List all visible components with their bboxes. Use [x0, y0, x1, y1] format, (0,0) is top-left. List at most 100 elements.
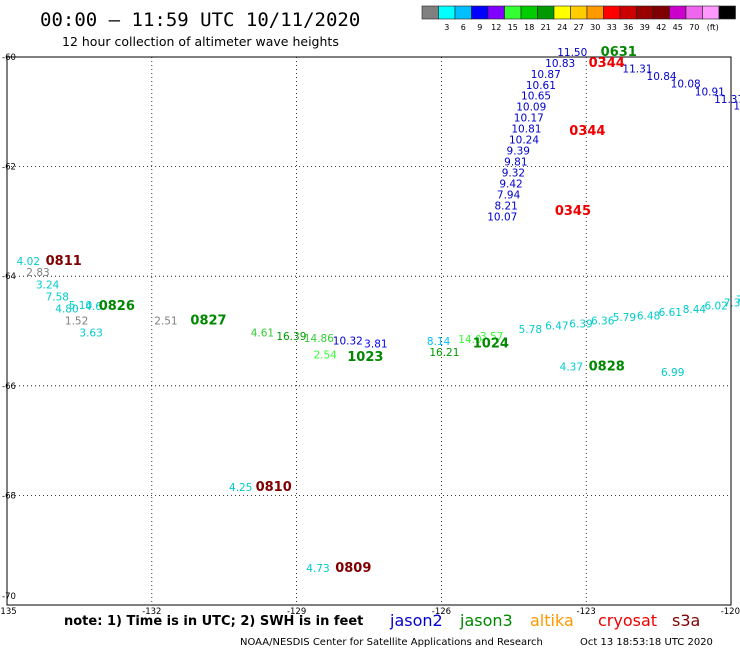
- time-label: 0344: [589, 56, 625, 71]
- time-label: 0811: [46, 254, 82, 269]
- swh-value: 9.81: [504, 157, 527, 169]
- swh-value: 5.78: [519, 324, 542, 336]
- satellite-legend: jason2 jason3 altika cryosat s3a: [389, 611, 700, 630]
- gridlines: [7, 57, 731, 605]
- color-swatch: [454, 5, 472, 20]
- legend-cryosat: cryosat: [598, 611, 657, 630]
- swh-value: 4.73: [306, 563, 329, 575]
- color-scale-label: 30: [590, 23, 600, 32]
- swh-value: 11.50: [557, 47, 587, 59]
- swh-value: 10.61: [526, 80, 556, 92]
- swh-value: 9.32: [502, 167, 525, 179]
- plot-area: -135 -132 -129 -126 -123 -120 -60 -62 -64 -66 -68…: [0, 45, 740, 617]
- swh-value: 7.94: [497, 189, 521, 201]
- swh-value: 6.99: [661, 367, 684, 379]
- swh-value: 10.09: [516, 102, 546, 114]
- color-swatch: [553, 5, 571, 20]
- color-swatch: [438, 5, 456, 20]
- color-scale-label: 27: [574, 23, 584, 32]
- swh-value: 5.79: [613, 312, 636, 324]
- color-swatch: [487, 5, 505, 20]
- x-tick-label: -120: [721, 607, 740, 617]
- color-scale-unit: (ft): [707, 23, 719, 32]
- swh-value: 4.61: [251, 327, 274, 339]
- color-scale-label: 15: [508, 23, 518, 32]
- color-scale-label: 9: [477, 23, 482, 32]
- plot-frame: [6, 56, 732, 606]
- color-swatch: [504, 5, 522, 20]
- time-label: 0809: [335, 561, 371, 576]
- color-swatch: [421, 5, 439, 20]
- swh-value: 6.47: [545, 320, 568, 332]
- y-tick-labels: -60 -62 -64 -66 -68 -70: [2, 53, 16, 602]
- color-scale-label: 6: [461, 23, 466, 32]
- x-tick-label: -123: [577, 607, 596, 617]
- swh-value: 8.14: [427, 336, 451, 348]
- chart-title: 00:00 – 11:59 UTC 10/11/2020: [40, 9, 360, 31]
- color-scale-label: 3: [444, 23, 449, 32]
- swh-value: 4.25: [229, 482, 252, 494]
- color-swatch: [669, 5, 687, 20]
- swh-value: 10.17: [514, 113, 544, 125]
- swh-value: 7.39: [724, 297, 740, 309]
- swh-value: 11.37: [714, 94, 740, 106]
- x-tick-label: -126: [432, 607, 451, 617]
- swh-value: 6.36: [591, 315, 615, 327]
- time-label: 0344: [569, 124, 605, 139]
- swh-value: 10.24: [509, 135, 539, 147]
- swh-value: 1.52: [65, 315, 88, 327]
- swh-value: 10.63: [733, 101, 740, 113]
- swh-value: 10.32: [333, 336, 363, 348]
- color-scale-label: 21: [541, 23, 551, 32]
- y-tick-label: -68: [2, 491, 16, 501]
- legend-jason3: jason3: [459, 611, 513, 630]
- swh-value: 11.31: [622, 63, 652, 75]
- swh-value: 6.48: [637, 310, 660, 322]
- swh-value: 10.83: [545, 58, 575, 70]
- chart-subtitle: 12 hour collection of altimeter wave hei…: [62, 34, 339, 49]
- color-swatch: [471, 5, 489, 20]
- footer-credit: NOAA/NESDIS Center for Satellite Applica…: [240, 637, 543, 648]
- swh-value: 3.63: [79, 327, 102, 339]
- swh-value: 7.58: [46, 291, 69, 303]
- color-swatch: [603, 5, 621, 20]
- y-tick-label: -66: [2, 382, 16, 392]
- color-swatch: [619, 5, 637, 20]
- color-swatch: [718, 5, 736, 20]
- swh-value: 10.87: [531, 69, 561, 81]
- swh-value: 8.21: [494, 200, 517, 212]
- swh-value: 10.07: [487, 211, 517, 223]
- swh-value: 3.81: [364, 338, 387, 350]
- swh-value: 2.54: [313, 349, 337, 361]
- x-tick-label: -129: [287, 607, 306, 617]
- swh-value: 2.51: [154, 315, 177, 327]
- color-scale-label: 18: [524, 23, 534, 32]
- swh-value: 2.83: [26, 267, 49, 279]
- swh-value: 6.02: [704, 301, 727, 313]
- swh-value: 7.: [736, 295, 740, 307]
- swh-value: 10.81: [511, 124, 541, 136]
- color-swatch: [702, 5, 720, 20]
- time-label: 0810: [256, 480, 292, 495]
- swh-value: 4.02: [17, 256, 40, 268]
- swh-value: 6.39: [569, 319, 592, 331]
- swh-value: 14.0: [458, 334, 481, 346]
- time-label: 0827: [190, 313, 226, 328]
- data-points: 4.022.833.247.584.805.104.6 1.523.63 2.51 4…: [17, 47, 740, 575]
- color-scale-label: 36: [623, 23, 633, 32]
- color-swatch: [652, 5, 670, 20]
- color-swatch: [537, 5, 555, 20]
- color-scale-label: 24: [557, 23, 567, 32]
- time-labels: 0811082608271023102408280631034403440345…: [46, 45, 637, 576]
- swh-value: 14.86: [304, 333, 334, 345]
- color-swatch: [636, 5, 654, 20]
- color-scale: 3 6 9 12 15 18 21 24 27 30 33 36 39 42 45 70 (ft): [421, 5, 736, 32]
- swh-value: 16.21: [429, 347, 459, 359]
- swh-value: 3.24: [36, 279, 60, 291]
- color-scale-label: 45: [673, 23, 683, 32]
- legend-s3a: s3a: [672, 611, 700, 630]
- swh-value: 9.42: [499, 178, 522, 190]
- swh-value: 4.37: [560, 361, 583, 373]
- time-label: 1024: [473, 336, 509, 351]
- swh-value: 10.65: [521, 91, 551, 103]
